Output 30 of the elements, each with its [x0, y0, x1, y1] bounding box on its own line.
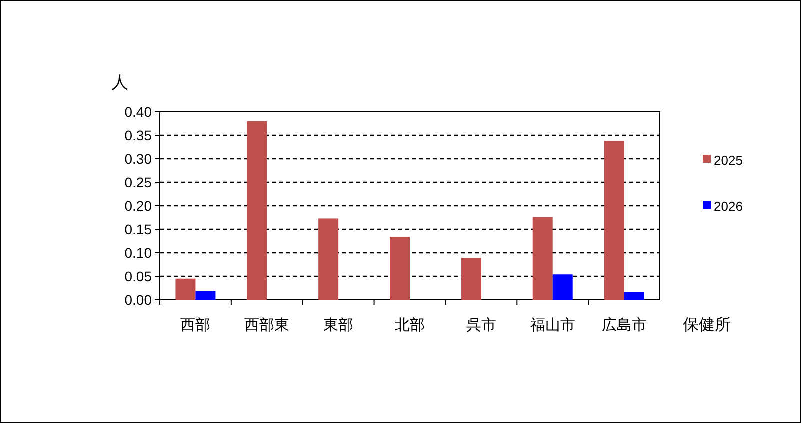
y-tick-label: 0.05: [124, 268, 152, 284]
x-tick-label: 西部: [180, 317, 211, 334]
bar: [196, 291, 216, 300]
bar: [604, 141, 624, 300]
x-tick-label: 呉市: [466, 317, 496, 334]
y-tick-label: 0.25: [124, 174, 152, 190]
bar: [176, 278, 196, 300]
x-tick-label: 広島市: [602, 317, 647, 334]
y-tick-label: 0.15: [124, 222, 152, 238]
bar: [247, 121, 268, 300]
bar: [624, 292, 644, 300]
bar: [461, 258, 482, 300]
bar: [552, 274, 573, 300]
y-tick-label: 0.30: [124, 151, 152, 167]
bar: [532, 217, 553, 300]
y-tick-label: 0.35: [124, 128, 152, 144]
y-axis-title: 人: [112, 73, 128, 92]
y-tick-label: 0.00: [124, 292, 152, 308]
bar: [390, 237, 410, 300]
x-tick-label: 福山市: [530, 317, 576, 334]
y-tick-label: 0.20: [124, 198, 152, 214]
x-tick-label: 北部: [395, 317, 425, 334]
y-tick-label: 0.40: [124, 104, 152, 120]
x-axis-title: 保健所: [683, 316, 731, 334]
x-tick-label: 西部東: [244, 317, 290, 334]
bar: [318, 218, 339, 300]
legend-label: 2026: [714, 199, 743, 214]
y-tick-label: 0.10: [124, 245, 152, 261]
legend-label: 2025: [714, 153, 743, 168]
x-tick-label: 東部: [324, 317, 354, 334]
